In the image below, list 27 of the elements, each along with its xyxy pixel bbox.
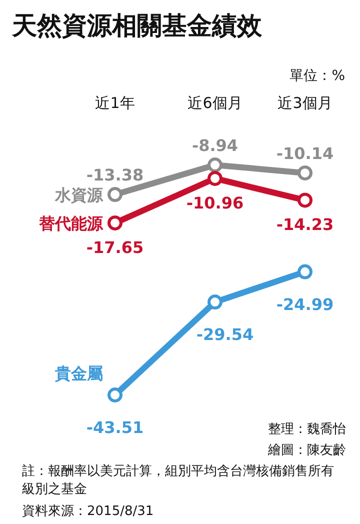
data-label: -10.14 [276,144,334,163]
chart-subtitle: 單位：% [290,68,345,84]
data-label: -29.54 [196,325,254,344]
data-label: -43.51 [86,418,144,437]
point [108,187,122,202]
data-label: -13.38 [86,166,144,185]
data-label: -10.96 [186,193,244,212]
text: 註：報酬率以美元計算，組別平均含台灣核備銷售所有級別之基金 [22,463,335,498]
text: 繪圖：陳友齡 [268,442,346,459]
series-label: 貴金屬 [54,364,103,383]
data-label: -24.99 [276,294,334,314]
series-label: 替代能源 [38,214,104,233]
point [298,264,312,280]
point [108,215,122,230]
x-tick-label: 近3個月 [278,94,332,112]
x-tick-label: 近1年 [95,94,135,112]
point [108,388,122,402]
text: 整理：魏喬怡 [268,421,346,438]
x-tick-label: 近6個月 [188,94,242,112]
source-note: 資料來源：2015/8/31 [22,503,154,520]
point [298,165,312,180]
point [298,192,312,208]
data-label: -17.65 [86,238,144,257]
data-label: -14.23 [276,215,334,234]
data-label: -8.94 [192,136,238,155]
series-label: 水資源 [54,186,104,205]
chart-title: 天然資源相關基金績效 [11,11,263,40]
